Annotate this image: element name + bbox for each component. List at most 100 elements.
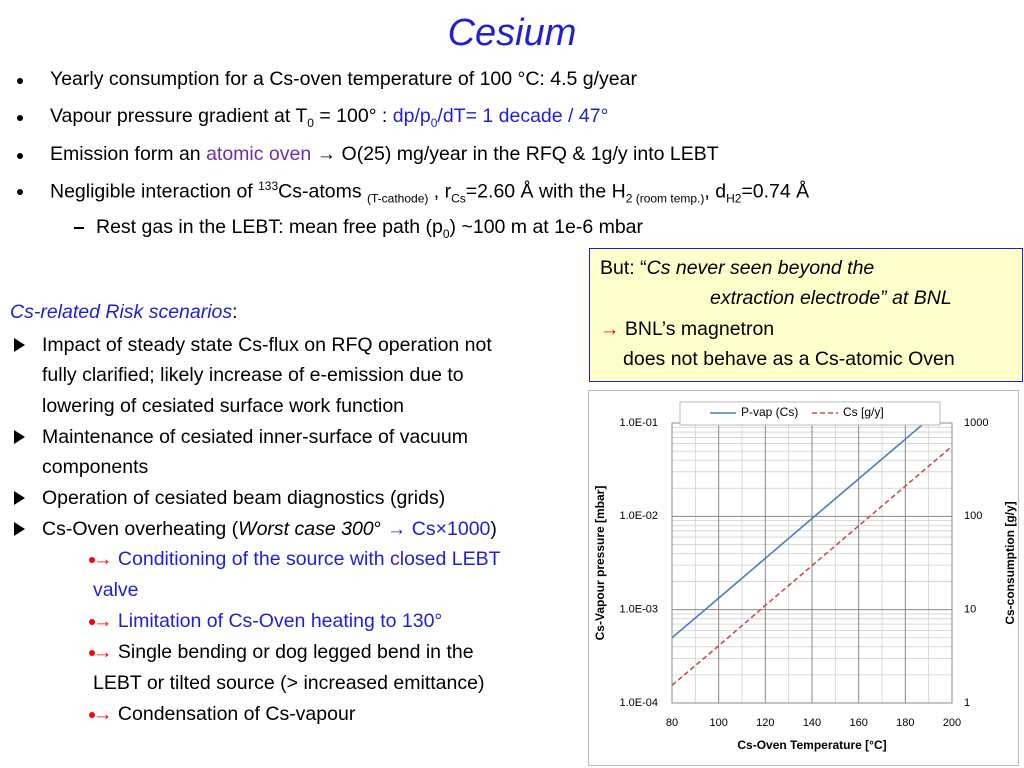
text: 133 — [258, 179, 279, 193]
bullet — [89, 557, 95, 563]
note-box: But: “Cs never seen beyond the extractio… — [589, 248, 1023, 382]
measure-line: valve — [93, 579, 139, 601]
risk-line: Impact of steady state Cs-flux on RFQ op… — [42, 334, 492, 356]
measure-line: LEBT or tilted source (> increased emitt… — [93, 672, 485, 694]
bullet-text: Emission form an atomic oven → O(25) mg/… — [50, 143, 719, 166]
text: → — [93, 641, 113, 663]
bullet-text: Yearly consumption for a Cs-oven tempera… — [50, 68, 637, 91]
text: ) ~100 m at 1e-6 mbar — [449, 216, 644, 238]
risk-line: Operation of cesiated beam diagnostics (… — [42, 487, 446, 509]
text: Cs-related Risk scenarios — [10, 301, 233, 323]
text: 0 — [307, 115, 314, 130]
bullet — [89, 650, 95, 656]
text: = 100° : — [313, 105, 393, 127]
text: BNL’s magnetron — [619, 318, 775, 340]
x-tick-label: 140 — [803, 717, 821, 729]
chart-frame — [588, 390, 1019, 766]
text: Yearly consumption for a Cs-oven tempera… — [50, 68, 637, 90]
risk-heading: Cs-related Risk scenarios: — [10, 301, 238, 324]
y2-tick-label: 100 — [964, 510, 982, 522]
text: : — [232, 301, 238, 323]
text: Cs never seen beyond the — [646, 257, 875, 279]
text: Rest gas in the LEBT: mean free path (p — [96, 216, 443, 238]
text: Limitation of Cs-Oven heating to 130° — [112, 610, 443, 632]
text: → — [93, 703, 113, 725]
risk-line: Cs-Oven overheating (Worst case 300° → C… — [42, 518, 497, 541]
text: Cs-atoms — [278, 180, 368, 203]
legend-label: Cs [g/y] — [843, 405, 884, 419]
text: → Cs×1000 — [381, 518, 491, 540]
legend-label: P-vap (Cs) — [741, 405, 798, 419]
text: 0 — [430, 115, 438, 130]
arrow-bullet — [14, 430, 25, 444]
text: Emission form an — [50, 143, 207, 165]
note-line: But: “Cs never seen beyond the — [600, 257, 874, 280]
text: dp/p — [392, 105, 431, 127]
text: , d — [704, 180, 727, 203]
risk-line: components — [42, 456, 149, 478]
bullet — [89, 619, 95, 625]
text: atomic oven — [206, 143, 312, 165]
text: Conditioning of the source with closed L… — [112, 548, 501, 570]
bullet — [89, 712, 95, 718]
text: Worst case 300 — [238, 518, 374, 540]
measure-line: → Conditioning of the source with closed… — [93, 548, 501, 571]
text: Vapour pressure gradient at T — [50, 105, 308, 127]
text: → — [93, 548, 113, 570]
note-line: extraction electrode” at BNL — [710, 287, 952, 310]
text: does not behave as a Cs-atomic Oven — [623, 348, 955, 370]
arrow-bullet — [14, 491, 25, 505]
arrow-bullet — [14, 522, 25, 536]
x-tick-label: 80 — [666, 717, 678, 729]
measure-line: → Limitation of Cs-Oven heating to 130° — [93, 610, 442, 633]
x-tick-label: 200 — [943, 717, 961, 729]
text: Condensation of Cs-vapour — [112, 703, 356, 725]
text: (T-cathode) — [367, 191, 429, 206]
text: =0.74 Å — [741, 180, 810, 203]
text: , r — [428, 180, 452, 203]
risk-line: lowering of cesiated surface work functi… — [42, 395, 405, 417]
risk-line: Maintenance of cesiated inner-surface of… — [42, 426, 468, 448]
arrow-bullet — [14, 338, 25, 352]
sub-bullet — [74, 227, 84, 229]
sub-bullet-text: Rest gas in the LEBT: mean free path (p0… — [96, 216, 643, 241]
x-tick-label: 120 — [756, 717, 774, 729]
bullet — [17, 78, 23, 84]
text: 2 (room temp.) — [625, 191, 705, 206]
bullet — [17, 153, 23, 159]
x-tick-label: 160 — [849, 717, 867, 729]
note-line: → BNL’s magnetron — [600, 318, 774, 341]
note-line: does not behave as a Cs-atomic Oven — [623, 348, 955, 371]
text: Negligible interaction of — [50, 180, 259, 203]
text: ° — [373, 518, 382, 540]
x-tick-label: 180 — [896, 717, 914, 729]
series-line — [672, 423, 926, 639]
risk-line: fully clarified; likely increase of e-em… — [42, 364, 464, 386]
text: → — [600, 318, 620, 340]
bullet-text: Negligible interaction of 133Cs-atoms (T… — [50, 179, 809, 205]
y2-axis-label: Cs-consumption [g/y] — [1003, 501, 1017, 624]
text: → — [93, 610, 113, 632]
y-tick-label: 1.0E-04 — [619, 697, 658, 709]
bullet-text: Vapour pressure gradient at T0 = 100° : … — [50, 105, 608, 130]
text: ) — [490, 518, 497, 540]
text: Cs — [451, 191, 466, 206]
bullet — [17, 115, 23, 121]
text: extraction electrode” at BNL — [710, 287, 952, 309]
text: Cs-Oven overheating ( — [42, 518, 239, 540]
text: =2.60 Å with the H — [465, 180, 626, 203]
y-tick-label: 1.0E-01 — [619, 417, 658, 429]
legend-box — [679, 401, 941, 426]
y2-tick-label: 10 — [964, 604, 976, 616]
x-axis-label: Cs-Oven Temperature [°C] — [737, 738, 886, 752]
text: /dT= 1 decade / 47° — [437, 105, 609, 127]
y2-tick-label: 1000 — [964, 417, 988, 429]
y-tick-label: 1.0E-02 — [619, 510, 658, 522]
text: But: “ — [600, 257, 647, 279]
text: Single bending or dog legged bend in the — [112, 641, 474, 663]
text: → O(25) mg/year in the RFQ & 1g/y into L… — [311, 143, 719, 165]
x-tick-label: 100 — [709, 717, 727, 729]
y-axis-label: Cs-Vapour pressure [mbar] — [593, 486, 607, 641]
